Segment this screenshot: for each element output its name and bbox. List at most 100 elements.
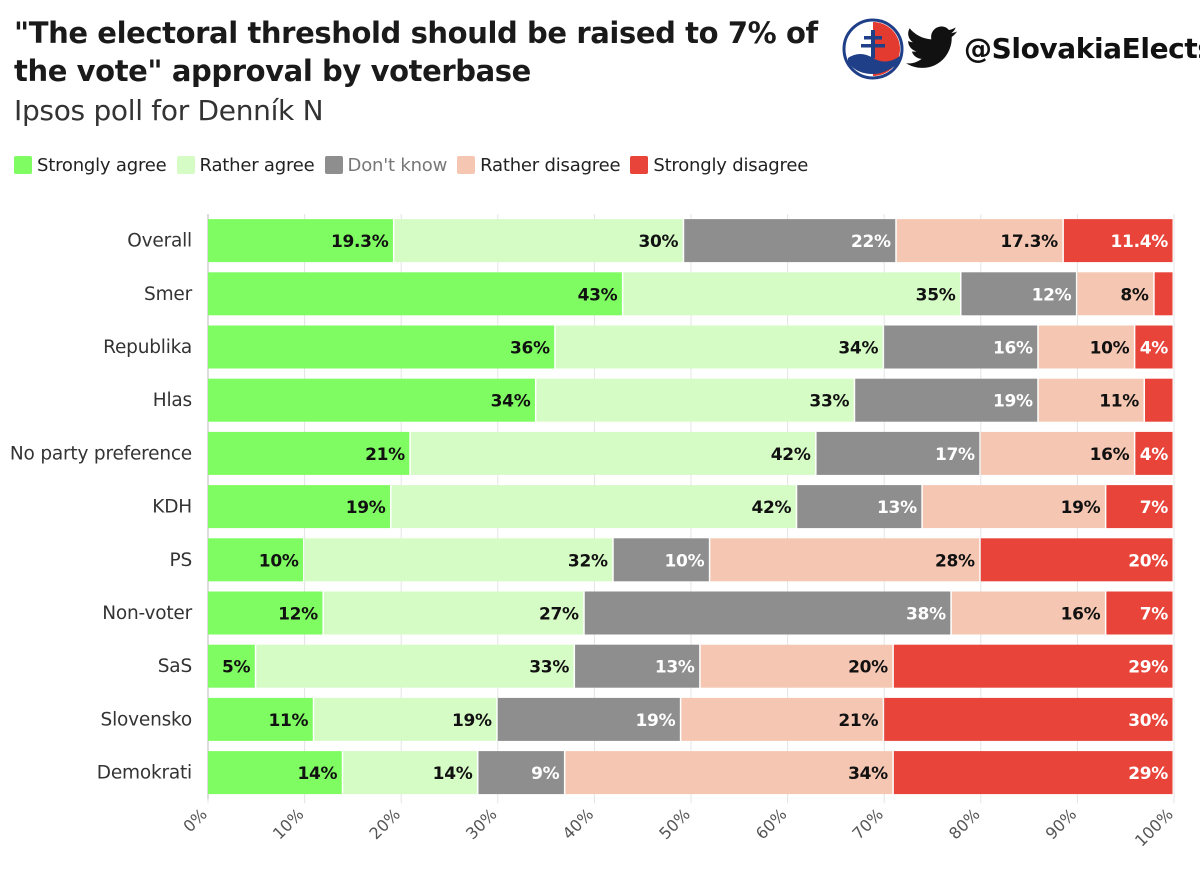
bar-segment <box>314 697 497 741</box>
brand-header: @SlovakiaElects <box>842 18 1200 82</box>
data-label: 11% <box>268 711 308 731</box>
chart-subtitle: Ipsos poll for Denník N <box>14 94 324 127</box>
bar-segment <box>797 485 922 529</box>
data-label: 12% <box>1032 285 1072 305</box>
bar-segment <box>1145 378 1173 422</box>
data-label: 14% <box>297 764 337 784</box>
bar-segment <box>394 219 683 263</box>
data-label: 32% <box>568 551 608 571</box>
legend-item-rather-agree: Rather agree <box>176 154 315 176</box>
bar-segment <box>1106 591 1173 635</box>
bar-segment <box>980 538 1173 582</box>
data-label: 4% <box>1140 445 1169 465</box>
bar-segment <box>536 378 854 422</box>
bar-segment <box>1106 485 1173 529</box>
bar-segment <box>896 219 1063 263</box>
bar-segment <box>951 591 1105 635</box>
data-label: 19% <box>452 711 492 731</box>
data-label: 19% <box>1061 498 1101 518</box>
data-label: 30% <box>638 232 678 252</box>
bar-segment <box>208 378 535 422</box>
x-tick-label: 0% <box>179 805 210 836</box>
data-label: 28% <box>935 551 975 571</box>
bar-segment <box>893 644 1173 688</box>
category-label: PS <box>170 550 193 571</box>
data-label: 33% <box>809 392 849 412</box>
data-label: 11.4% <box>1111 232 1169 252</box>
x-tick-label: 80% <box>945 805 984 844</box>
category-label: Demokrati <box>97 763 192 784</box>
bar-segment <box>208 272 622 316</box>
data-label: 13% <box>877 498 917 518</box>
bar-segment <box>893 751 1173 795</box>
legend-swatch <box>176 156 195 174</box>
bar-segment <box>497 697 680 741</box>
bar-segment <box>884 325 1038 369</box>
bar-segment <box>710 538 980 582</box>
bar-segment <box>855 378 1038 422</box>
category-label: KDH <box>152 497 192 518</box>
data-label: 10% <box>259 551 299 571</box>
data-label: 34% <box>848 764 888 784</box>
data-label: 29% <box>1128 764 1168 784</box>
legend-swatch <box>457 156 476 174</box>
x-tick-label: 40% <box>559 805 598 844</box>
data-label: 11% <box>1099 392 1139 412</box>
data-label: 34% <box>491 392 531 412</box>
bar-segment <box>208 591 323 635</box>
x-tick-label: 30% <box>462 805 501 844</box>
bar-segment <box>961 272 1076 316</box>
data-label: 19% <box>993 392 1033 412</box>
data-label: 43% <box>578 285 618 305</box>
bar-segment <box>555 325 883 369</box>
data-label: 7% <box>1140 498 1169 518</box>
data-label: 16% <box>1090 445 1130 465</box>
data-label: 34% <box>838 339 878 359</box>
data-label: 19% <box>636 711 676 731</box>
data-label: 10% <box>665 551 705 571</box>
bar-segment <box>208 485 391 529</box>
bar-segment <box>700 644 893 688</box>
data-label: 42% <box>751 498 791 518</box>
x-tick-label: 50% <box>655 805 694 844</box>
data-label: 35% <box>916 285 956 305</box>
bar-segment <box>584 591 951 635</box>
data-label: 7% <box>1140 605 1169 625</box>
category-label: Hlas <box>153 390 192 411</box>
legend-item-dont-know: Don't know <box>324 154 448 176</box>
slovakia-elects-seal-icon <box>842 18 904 80</box>
x-tick-label: 20% <box>365 805 404 844</box>
bar-segment <box>208 644 255 688</box>
bar-segment <box>980 431 1134 475</box>
legend-label: Don't know <box>347 154 448 176</box>
bar-segment <box>343 751 477 795</box>
data-label: 8% <box>1120 285 1149 305</box>
bar-segment <box>623 272 960 316</box>
category-label: Overall <box>127 231 192 252</box>
legend-label: Strongly agree <box>37 154 167 176</box>
bar-segment <box>208 697 313 741</box>
data-label: 22% <box>851 232 891 252</box>
x-tick-label: 90% <box>1042 805 1081 844</box>
bar-segment <box>478 751 564 795</box>
data-label: 38% <box>906 605 946 625</box>
twitter-handle[interactable]: @SlovakiaElects <box>964 32 1200 65</box>
category-label: SaS <box>158 656 192 677</box>
data-label: 29% <box>1128 658 1168 678</box>
bar-segment <box>816 431 980 475</box>
chart-legend: Strongly agree Rather agree Don't know R… <box>14 152 818 178</box>
bar-segment <box>565 751 893 795</box>
bar-segment <box>208 538 304 582</box>
data-label: 5% <box>222 658 251 678</box>
category-label: Smer <box>144 284 193 305</box>
legend-label: Rather agree <box>199 154 315 176</box>
chart-title: "The electoral threshold should be raise… <box>14 16 818 88</box>
legend-label: Rather disagree <box>480 154 621 176</box>
bar-segment <box>681 697 883 741</box>
category-label: Republika <box>103 337 192 358</box>
data-label: 16% <box>993 339 1033 359</box>
bar-segment <box>1038 325 1134 369</box>
bar-segment <box>1135 325 1173 369</box>
data-label: 30% <box>1128 711 1168 731</box>
